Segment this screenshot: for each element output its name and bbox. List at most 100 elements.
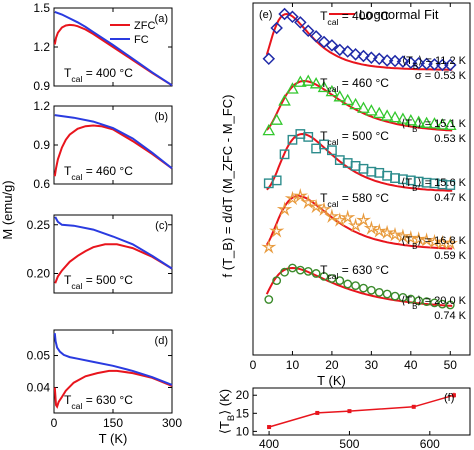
data-point-star <box>426 233 443 249</box>
data-point-star <box>411 231 427 246</box>
legend-label: FC <box>134 34 149 46</box>
data-point-diamond <box>301 24 315 38</box>
data-point-diamond <box>341 45 354 58</box>
data-point-star <box>276 201 293 216</box>
data-point-diamond <box>262 52 276 66</box>
data-point-square <box>358 163 369 174</box>
data-point <box>411 404 416 409</box>
e-ylabel: f (T_B) = d/dT (M_ZFC - M_FC) <box>220 95 235 278</box>
data-point-diamond <box>317 35 331 49</box>
sigma-label: 0.47 K <box>434 192 466 204</box>
series-line-zfc <box>53 23 173 87</box>
x-tick-label: 30 <box>365 358 379 372</box>
data-point-star <box>308 198 324 214</box>
panel-label: (e) <box>259 9 272 21</box>
data-point-triangle <box>341 93 354 106</box>
plot-frame <box>252 387 471 436</box>
sigma-label: 0.74 K <box>434 310 466 322</box>
data-point-triangle <box>262 123 276 136</box>
tcal-annotation: Tcal = 400 °C <box>64 66 133 84</box>
series-line <box>268 394 455 428</box>
data-point <box>347 409 352 414</box>
y-tick-label: 0.6 <box>33 177 50 191</box>
x-tick-label: 150 <box>103 416 123 430</box>
tcal-annotation: Tcal = 630 °C <box>320 263 389 281</box>
mean-tb-label: ⟨TB⟩ = 15.6 K <box>401 177 467 193</box>
x-tick-label: 0 <box>250 358 257 372</box>
data-point-circle <box>319 271 329 281</box>
left-ylabel: M (emu/g) <box>0 180 15 239</box>
data-point-triangle <box>349 97 362 110</box>
data-point-circle <box>366 285 376 295</box>
data-point-triangle <box>443 118 457 131</box>
series-line-zfc <box>54 243 173 284</box>
mean-tb-label: ⟨TB⟩ = 15.1 K <box>401 118 467 134</box>
data-point-circle <box>445 300 455 310</box>
data-point-circle <box>288 263 297 273</box>
data-point-triangle <box>333 90 347 102</box>
data-point-triangle <box>286 82 299 94</box>
data-point-square <box>382 170 393 181</box>
series-line-zfc <box>53 124 173 177</box>
panel-d: 0.04 0.05 0 150 300 (d) Tcal = 630 °C T (K) <box>27 329 182 446</box>
data-point-triangle <box>412 115 426 127</box>
data-point-triangle <box>396 112 410 124</box>
data-point-triangle <box>270 113 283 125</box>
data-point-circle <box>374 287 384 297</box>
sigma-label: σ = 0.53 K <box>415 70 467 82</box>
data-point-triangle <box>404 113 418 126</box>
data-point-square <box>445 180 456 190</box>
data-point-square <box>390 173 400 183</box>
data-point-square <box>350 160 361 171</box>
series-line-zfc <box>53 369 173 409</box>
data-point-diamond <box>309 30 323 43</box>
data-point-diamond <box>349 48 362 61</box>
data-point-diamond <box>278 7 291 21</box>
plot-frame <box>252 2 471 356</box>
x-tick-label: 400 <box>259 437 279 450</box>
panel-label: (c) <box>155 220 168 232</box>
data-point-diamond <box>365 51 378 64</box>
data-point-square <box>271 175 282 186</box>
panel-c: 0.20 0.25 (c) Tcal = 500 °C <box>27 214 173 294</box>
y-tick-label: 1.2 <box>33 40 50 54</box>
mean-tb-label: ⟨TB⟩ = 20.0 K <box>401 295 467 311</box>
data-point-diamond <box>270 21 283 35</box>
y-tick-label: 20 <box>236 388 250 402</box>
y-tick-label: 10 <box>236 424 250 438</box>
x-tick-label: 300 <box>162 416 182 430</box>
x-tick-label: 10 <box>286 358 300 372</box>
legend-label: ZFC <box>134 20 155 32</box>
data-point-circle <box>398 292 408 302</box>
panel-label: (a) <box>155 13 168 25</box>
y-tick-label: 0.9 <box>33 79 50 93</box>
series-line-fc <box>54 114 173 170</box>
data-point-diamond <box>388 54 402 68</box>
y-tick-label: 0.05 <box>27 349 51 363</box>
data-point-triangle <box>372 106 386 119</box>
data-point-star <box>316 201 332 216</box>
mean-tb-label: ⟨TB⟩ = 16.8 K <box>401 235 467 251</box>
data-point-circle <box>359 283 368 293</box>
data-point-diamond <box>420 57 433 71</box>
tcal-annotation: Tcal = 500 °C <box>64 273 133 291</box>
x-tick-label: 20 <box>325 358 339 372</box>
data-point-diamond <box>396 55 410 68</box>
data-point-circle <box>327 274 337 283</box>
tcal-annotation: Tcal = 460 °C <box>64 164 133 182</box>
data-point-star <box>387 226 403 242</box>
data-point-star <box>355 212 372 227</box>
x-tick-label: 600 <box>420 437 440 450</box>
data-point-star <box>340 209 356 225</box>
fit-curve <box>265 12 453 71</box>
panel-label: (f) <box>444 392 454 404</box>
data-point-triangle <box>325 84 339 97</box>
data-point-square <box>327 145 337 156</box>
data-point-star <box>363 220 380 235</box>
data-point-star <box>332 212 348 227</box>
data-point-diamond <box>412 57 425 70</box>
data-point-diamond <box>294 16 307 29</box>
data-point-circle <box>280 267 289 277</box>
